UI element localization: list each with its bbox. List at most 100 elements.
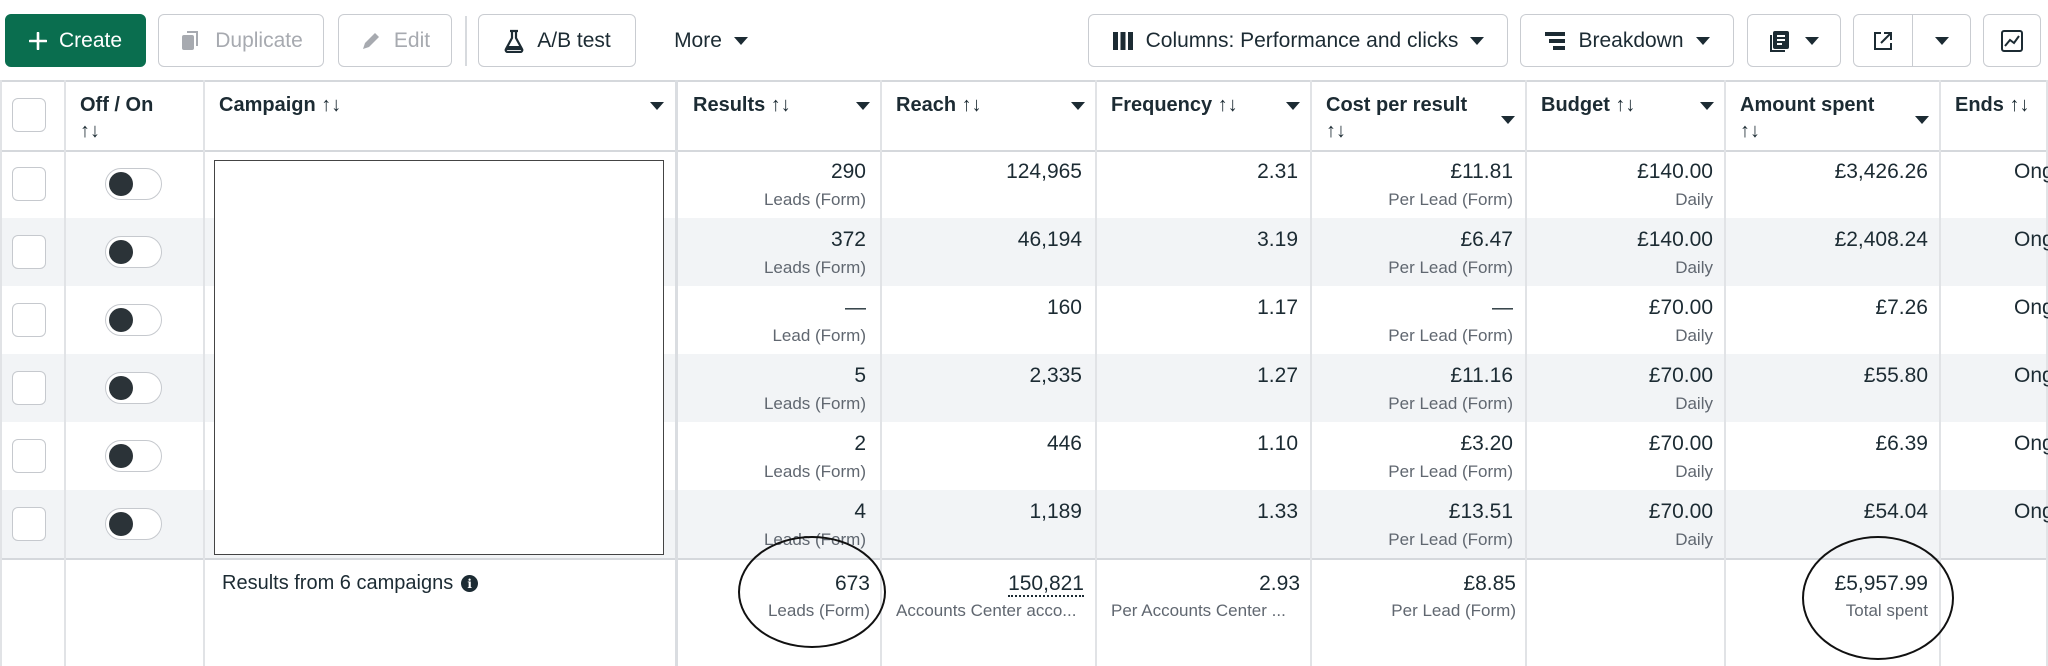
sort-icon[interactable]: ↑↓ bbox=[1740, 120, 1760, 142]
more-label: More bbox=[674, 28, 722, 52]
frequency-value: 3.19 bbox=[1257, 228, 1298, 251]
cost-per-result-value: — bbox=[1492, 296, 1513, 319]
plus-icon bbox=[28, 31, 47, 50]
budget-type: Daily bbox=[1675, 258, 1713, 277]
caret-down-icon bbox=[733, 36, 748, 45]
total-frequency-type: Per Accounts Center ... bbox=[1111, 601, 1286, 620]
amount-spent-value: £54.04 bbox=[1863, 500, 1928, 523]
caret-down-icon[interactable] bbox=[1501, 116, 1515, 124]
results-type: Lead (Form) bbox=[772, 326, 866, 345]
caret-down-icon[interactable] bbox=[1915, 116, 1929, 124]
ab-test-button[interactable]: A/B test bbox=[478, 14, 636, 67]
total-cost-per-result-value: £8.85 bbox=[1463, 572, 1516, 595]
export-button[interactable] bbox=[1854, 30, 1912, 52]
export-button-group[interactable] bbox=[1853, 14, 1971, 67]
cost-per-result-type: Per Lead (Form) bbox=[1388, 258, 1513, 277]
cost-per-result-type: Per Lead (Form) bbox=[1388, 326, 1513, 345]
duplicate-button[interactable]: Duplicate bbox=[158, 14, 324, 67]
report-icon bbox=[1770, 30, 1789, 52]
export-icon bbox=[1873, 31, 1892, 50]
caret-down-icon bbox=[1695, 36, 1710, 45]
campaign-toggle[interactable] bbox=[105, 372, 162, 404]
campaign-toggle[interactable] bbox=[105, 440, 162, 472]
row-checkbox[interactable] bbox=[12, 167, 46, 201]
header-results[interactable]: Results ↑↓ bbox=[693, 80, 870, 150]
header-off-on[interactable]: Off / On ↑↓ bbox=[80, 80, 190, 150]
reports-dropdown[interactable] bbox=[1747, 14, 1841, 67]
cost-per-result-type: Per Lead (Form) bbox=[1388, 530, 1513, 549]
total-frequency-value: 2.93 bbox=[1259, 572, 1300, 595]
row-checkbox[interactable] bbox=[12, 371, 46, 405]
ab-test-label: A/B test bbox=[537, 28, 611, 52]
header-reach[interactable]: Reach ↑↓ bbox=[896, 80, 1085, 150]
amount-spent-value: £2,408.24 bbox=[1834, 228, 1928, 251]
reach-value: 1,189 bbox=[1029, 500, 1082, 523]
sort-icon[interactable]: ↑↓ bbox=[80, 120, 100, 142]
frequency-value: 1.33 bbox=[1257, 500, 1298, 523]
budget-value: £70.00 bbox=[1648, 364, 1713, 387]
cost-per-result-type: Per Lead (Form) bbox=[1388, 394, 1513, 413]
more-button[interactable]: More bbox=[658, 14, 764, 67]
campaign-toggle[interactable] bbox=[105, 236, 162, 268]
row-checkbox[interactable] bbox=[12, 303, 46, 337]
results-value: 290 bbox=[830, 160, 866, 183]
annotation-circle-amount-spent bbox=[1802, 536, 1954, 660]
header-campaign-label: Campaign ↑↓ bbox=[219, 94, 342, 116]
header-amount-spent[interactable]: Amount spent ↑↓ bbox=[1740, 80, 1930, 150]
results-value: 372 bbox=[830, 228, 866, 251]
ends-value: Ong bbox=[2014, 432, 2048, 455]
toolbar: Create Duplicate Edit A/B test More Colu… bbox=[0, 0, 2048, 80]
header-reach-label: Reach ↑↓ bbox=[896, 94, 982, 116]
campaign-toggle[interactable] bbox=[105, 168, 162, 200]
cost-per-result-value: £13.51 bbox=[1448, 500, 1513, 523]
totals-label-text: Results from 6 campaigns bbox=[222, 572, 454, 594]
header-frequency[interactable]: Frequency ↑↓ bbox=[1111, 80, 1301, 150]
sort-icon[interactable]: ↑↓ bbox=[1326, 120, 1346, 142]
edit-button[interactable]: Edit bbox=[338, 14, 452, 67]
create-button[interactable]: Create bbox=[5, 14, 146, 67]
redacted-campaign-names bbox=[214, 160, 664, 555]
caret-down-icon[interactable] bbox=[650, 102, 664, 110]
budget-type: Daily bbox=[1675, 462, 1713, 481]
toolbar-divider bbox=[465, 16, 467, 66]
totals-label: Results from 6 campaigns i bbox=[222, 572, 479, 595]
row-checkbox[interactable] bbox=[12, 235, 46, 269]
breakdown-icon bbox=[1545, 31, 1566, 50]
columns-icon bbox=[1112, 31, 1133, 50]
columns-dropdown[interactable]: Columns: Performance and clicks bbox=[1088, 14, 1508, 67]
header-ends[interactable]: Ends ↑↓ bbox=[1955, 80, 2048, 150]
campaign-toggle[interactable] bbox=[105, 508, 162, 540]
total-reach-type: Accounts Center acco... bbox=[896, 601, 1077, 620]
budget-type: Daily bbox=[1675, 394, 1713, 413]
total-cost-per-result-type: Per Lead (Form) bbox=[1391, 601, 1516, 620]
header-frequency-label: Frequency ↑↓ bbox=[1111, 94, 1238, 116]
cost-per-result-value: £11.16 bbox=[1450, 364, 1513, 387]
campaign-toggle[interactable] bbox=[105, 304, 162, 336]
frequency-value: 2.31 bbox=[1257, 160, 1298, 183]
chart-button[interactable] bbox=[1983, 14, 2041, 67]
reach-value: 446 bbox=[1046, 432, 1082, 455]
budget-value: £70.00 bbox=[1648, 500, 1713, 523]
total-reach-number[interactable]: 150,821 bbox=[1008, 572, 1084, 597]
header-campaign[interactable]: Campaign ↑↓ bbox=[219, 80, 664, 150]
export-menu-button[interactable] bbox=[1913, 36, 1970, 45]
frequency-value: 1.27 bbox=[1257, 364, 1298, 387]
cost-per-result-type: Per Lead (Form) bbox=[1388, 462, 1513, 481]
caret-down-icon[interactable] bbox=[856, 102, 870, 110]
row-checkbox[interactable] bbox=[12, 439, 46, 473]
results-type: Leads (Form) bbox=[763, 394, 866, 413]
header-cost-per-result[interactable]: Cost per result ↑↓ bbox=[1326, 80, 1516, 150]
frequency-value: 1.10 bbox=[1257, 432, 1298, 455]
select-all-checkbox[interactable] bbox=[12, 98, 46, 132]
frequency-value: 1.17 bbox=[1257, 296, 1298, 319]
row-checkbox[interactable] bbox=[12, 507, 46, 541]
caret-down-icon[interactable] bbox=[1286, 102, 1300, 110]
breakdown-dropdown[interactable]: Breakdown bbox=[1520, 14, 1734, 67]
duplicate-icon bbox=[182, 30, 199, 50]
caret-down-icon[interactable] bbox=[1700, 102, 1714, 110]
info-icon[interactable]: i bbox=[461, 575, 479, 592]
campaign-table: Off / On ↑↓ Campaign ↑↓ Results ↑↓ Reach… bbox=[0, 80, 2048, 666]
caret-down-icon[interactable] bbox=[1071, 102, 1085, 110]
header-budget[interactable]: Budget ↑↓ bbox=[1541, 80, 1716, 150]
results-value: 2 bbox=[854, 432, 866, 455]
